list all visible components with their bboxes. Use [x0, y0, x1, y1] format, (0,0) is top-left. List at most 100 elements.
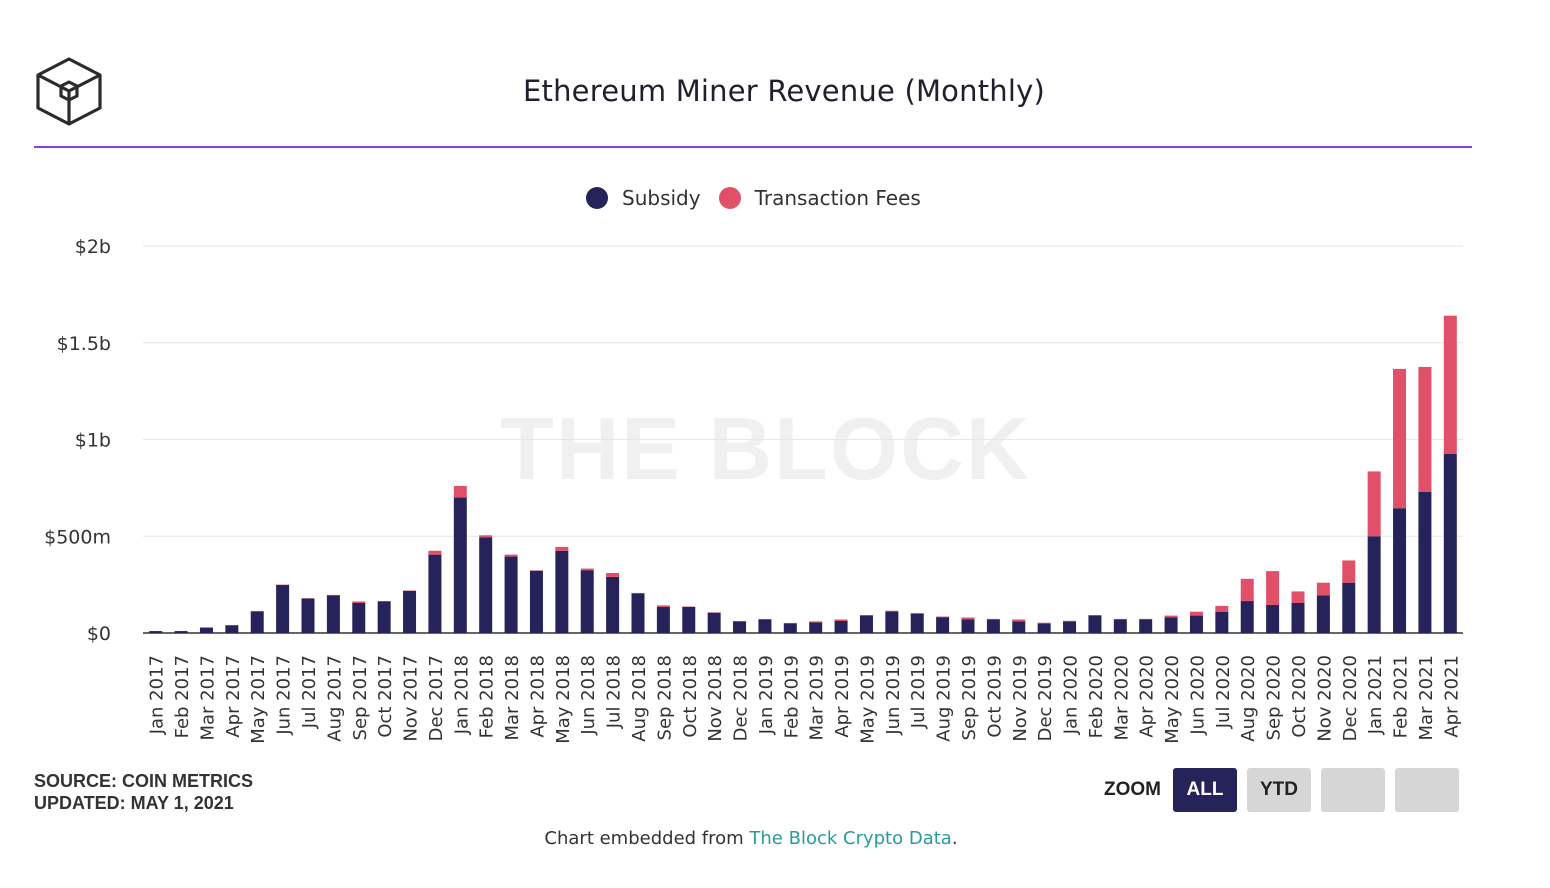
bar-transaction-fees[interactable] [1063, 620, 1077, 622]
bar-transaction-fees[interactable] [1164, 615, 1178, 618]
bar-transaction-fees[interactable] [859, 615, 873, 616]
bar-subsidy[interactable] [1088, 615, 1102, 633]
bar-transaction-fees[interactable] [1393, 368, 1407, 509]
bar-subsidy[interactable] [174, 631, 188, 633]
bar-subsidy[interactable] [910, 613, 924, 633]
bar-subsidy[interactable] [250, 611, 264, 633]
bar-subsidy[interactable] [631, 593, 645, 633]
bar-subsidy[interactable] [961, 619, 975, 633]
bar-subsidy[interactable] [733, 621, 747, 633]
bar-subsidy[interactable] [1139, 619, 1153, 633]
bar-subsidy[interactable] [885, 611, 899, 633]
bar-transaction-fees[interactable] [1139, 618, 1153, 620]
bar-subsidy[interactable] [936, 617, 950, 633]
bar-subsidy[interactable] [758, 619, 772, 633]
bar-subsidy[interactable] [1443, 454, 1457, 633]
bar-subsidy[interactable] [479, 537, 493, 633]
bar-transaction-fees[interactable] [1367, 471, 1381, 537]
bar-subsidy[interactable] [352, 603, 366, 633]
bar-subsidy[interactable] [783, 623, 797, 633]
bar-transaction-fees[interactable] [428, 550, 442, 555]
bar-subsidy[interactable] [377, 601, 391, 633]
bar-subsidy[interactable] [606, 576, 620, 633]
bar-transaction-fees[interactable] [1189, 611, 1203, 616]
bar-transaction-fees[interactable] [885, 610, 899, 612]
zoom-ytd-button[interactable]: YTD [1247, 768, 1311, 812]
bar-subsidy[interactable] [682, 606, 696, 633]
bar-subsidy[interactable] [1189, 615, 1203, 633]
bar-transaction-fees[interactable] [1316, 582, 1330, 596]
bar-transaction-fees[interactable] [1088, 615, 1102, 616]
zoom-blank-button-2[interactable] [1395, 768, 1459, 812]
bar-transaction-fees[interactable] [479, 535, 493, 538]
bar-subsidy[interactable] [1113, 619, 1127, 633]
x-tick-label: Jul 2018 [604, 655, 625, 729]
x-tick-label: Sep 2018 [654, 655, 675, 740]
bar-subsidy[interactable] [428, 554, 442, 633]
bar-subsidy[interactable] [326, 595, 340, 633]
bar-subsidy[interactable] [1164, 617, 1178, 633]
bar-subsidy[interactable] [580, 570, 594, 633]
footer-prefix: Chart embedded from [544, 828, 750, 849]
bar-transaction-fees[interactable] [1012, 619, 1026, 622]
bar-subsidy[interactable] [149, 631, 163, 633]
bar-transaction-fees[interactable] [1443, 315, 1457, 455]
bar-subsidy[interactable] [1266, 604, 1280, 633]
bar-subsidy[interactable] [1342, 582, 1356, 633]
bar-subsidy[interactable] [529, 570, 543, 633]
bar-transaction-fees[interactable] [1266, 571, 1280, 605]
bar-transaction-fees[interactable] [1240, 578, 1254, 602]
bar-subsidy[interactable] [504, 556, 518, 633]
bar-transaction-fees[interactable] [656, 605, 670, 607]
bar-subsidy[interactable] [555, 550, 569, 633]
x-tick-label: Dec 2020 [1340, 655, 1361, 741]
bar-transaction-fees[interactable] [555, 546, 569, 551]
bar-subsidy[interactable] [199, 627, 213, 633]
legend-fees-label: Transaction Fees [754, 186, 921, 210]
bar-subsidy[interactable] [1012, 621, 1026, 633]
bar-transaction-fees[interactable] [453, 485, 467, 498]
bar-subsidy[interactable] [301, 598, 315, 633]
bar-transaction-fees[interactable] [834, 619, 848, 622]
bar-subsidy[interactable] [1418, 491, 1432, 633]
bar-subsidy[interactable] [403, 590, 417, 633]
bar-subsidy[interactable] [225, 625, 239, 633]
bar-subsidy[interactable] [1063, 621, 1077, 633]
bar-transaction-fees[interactable] [986, 618, 1000, 620]
bar-transaction-fees[interactable] [504, 554, 518, 557]
legend-item-transaction-fees[interactable]: Transaction Fees [718, 186, 921, 210]
bar-transaction-fees[interactable] [1113, 618, 1127, 620]
bar-subsidy[interactable] [276, 585, 290, 633]
bar-transaction-fees[interactable] [910, 613, 924, 614]
footer-link[interactable]: The Block Crypto Data [749, 828, 952, 849]
zoom-all-button[interactable]: ALL [1173, 768, 1237, 812]
bar-transaction-fees[interactable] [809, 621, 823, 623]
bar-subsidy[interactable] [1316, 595, 1330, 633]
legend-item-subsidy[interactable]: Subsidy [586, 186, 701, 210]
bar-transaction-fees[interactable] [961, 617, 975, 620]
x-tick-label: Jan 2017 [147, 655, 168, 735]
zoom-blank-button-1[interactable] [1321, 768, 1385, 812]
bar-subsidy[interactable] [1291, 603, 1305, 633]
bar-transaction-fees[interactable] [606, 573, 620, 577]
bar-subsidy[interactable] [1367, 536, 1381, 633]
bar-transaction-fees[interactable] [1418, 366, 1432, 492]
bar-transaction-fees[interactable] [1291, 591, 1305, 604]
bar-subsidy[interactable] [656, 606, 670, 633]
bar-subsidy[interactable] [859, 615, 873, 633]
bar-subsidy[interactable] [1393, 508, 1407, 633]
bar-transaction-fees[interactable] [1215, 605, 1229, 612]
bar-subsidy[interactable] [834, 621, 848, 633]
bar-transaction-fees[interactable] [352, 601, 366, 604]
bar-transaction-fees[interactable] [1037, 622, 1051, 624]
bar-subsidy[interactable] [986, 619, 1000, 633]
bar-subsidy[interactable] [707, 612, 721, 633]
bar-transaction-fees[interactable] [936, 616, 950, 618]
bar-subsidy[interactable] [1215, 611, 1229, 633]
bar-transaction-fees[interactable] [1342, 560, 1356, 583]
bar-transaction-fees[interactable] [580, 568, 594, 571]
bar-subsidy[interactable] [1037, 623, 1051, 633]
bar-subsidy[interactable] [453, 497, 467, 633]
bar-subsidy[interactable] [1240, 601, 1254, 633]
bar-subsidy[interactable] [809, 622, 823, 633]
